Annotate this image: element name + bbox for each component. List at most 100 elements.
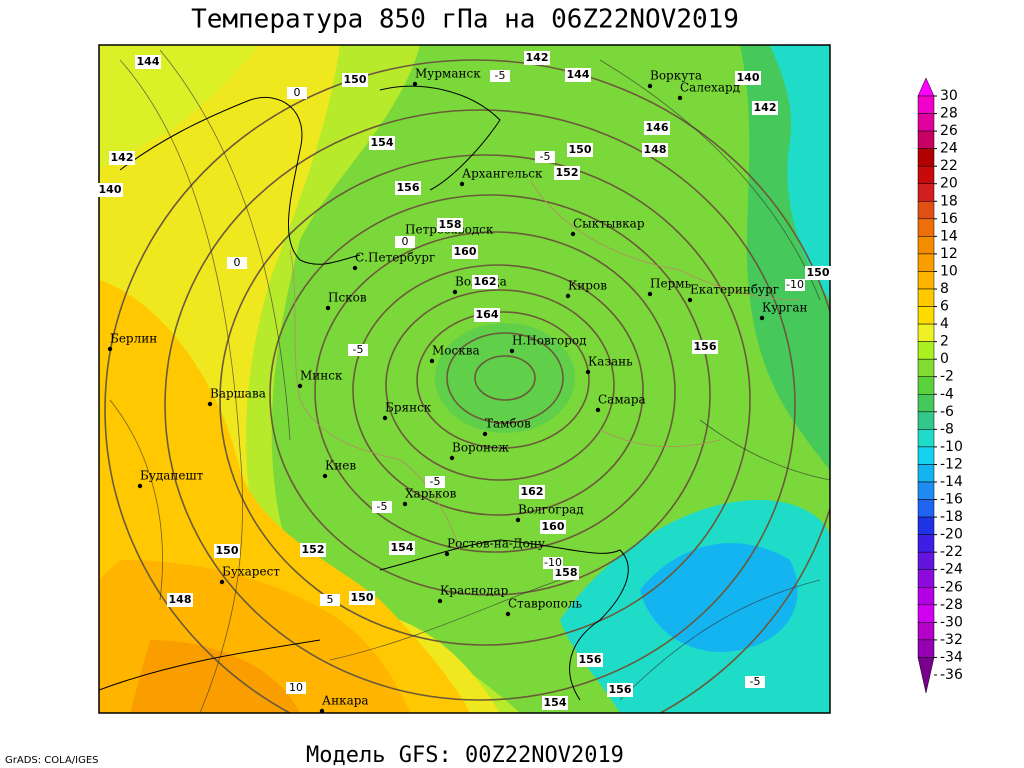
colorbar-swatch <box>917 534 935 553</box>
isotherm-label: -5 <box>353 343 364 356</box>
colorbar-swatch <box>917 288 935 307</box>
city-label: Н.Новгород <box>512 334 587 348</box>
city-dot <box>647 291 653 297</box>
contour-label-box <box>342 73 368 87</box>
colorbar-tick-label: 4 <box>940 316 949 332</box>
city-dot <box>687 297 693 303</box>
contour-label: 160 <box>454 245 477 258</box>
city-dot <box>319 708 325 714</box>
contour-label: 152 <box>556 166 579 179</box>
city-dot <box>565 293 571 299</box>
city-dot <box>570 231 576 237</box>
isotherm-label: 0 <box>294 86 301 99</box>
city-label: Будапешт <box>140 469 204 483</box>
contour-label-box <box>567 143 593 157</box>
city-label: Москва <box>432 344 480 358</box>
contour-label-box <box>553 566 579 580</box>
contour-label-box <box>135 55 161 69</box>
isotherm-label: 5 <box>327 593 334 606</box>
city-dot <box>437 598 443 604</box>
isotherm-label-box <box>543 557 563 569</box>
city-dot <box>452 289 458 295</box>
city-dot <box>297 383 303 389</box>
city-label: Варшава <box>210 387 266 401</box>
colorbar-swatch <box>917 113 935 132</box>
colorbar: 302826242220181614121086420-2-4-6-8-10-1… <box>917 77 963 694</box>
contour-label: 160 <box>542 520 565 533</box>
colorbar-tick-label: 30 <box>940 88 958 104</box>
city-dot <box>595 407 601 413</box>
footer: Модель GFS: 00Z22NOV2019 <box>306 743 624 768</box>
colorbar-tick-label: -36 <box>940 667 963 683</box>
contour-label: 150 <box>569 143 592 156</box>
city-dot <box>322 473 328 479</box>
contour-label: 144 <box>137 55 160 68</box>
contour-label-box <box>437 218 463 232</box>
contour-label: 156 <box>579 653 602 666</box>
contour-label: 164 <box>476 308 499 321</box>
isotherm-label: -5 <box>430 475 441 488</box>
colorbar-tick-label: 28 <box>940 106 958 122</box>
colorbar-swatch <box>917 411 935 430</box>
city-label: Краснодар <box>440 584 509 598</box>
colorbar-tick-label: 14 <box>940 228 958 244</box>
city-label: Берлин <box>110 332 157 346</box>
contour-label-box <box>97 183 123 197</box>
contour-label: 148 <box>644 143 667 156</box>
colorbar-tick-label: 26 <box>940 123 958 139</box>
contour-label-box <box>519 485 545 499</box>
contour-label-box <box>735 71 761 85</box>
contour-label: 150 <box>344 73 367 86</box>
colorbar-swatch <box>917 604 935 623</box>
colorbar-tick-label: -28 <box>940 597 963 613</box>
isotherm-label-box <box>395 236 415 248</box>
isotherm-label-box <box>287 87 307 99</box>
contour-label-box <box>300 543 326 557</box>
city-dot <box>515 517 521 523</box>
map-frame <box>98 44 831 714</box>
borders <box>289 179 801 551</box>
contour-label-box <box>607 683 633 697</box>
colorbar-swatch <box>917 499 935 518</box>
colorbar-swatch <box>917 358 935 377</box>
streamlines <box>109 49 830 713</box>
city-label: Курган <box>762 301 807 315</box>
city-label: Анкара <box>322 694 369 708</box>
contour-label-box <box>452 245 478 259</box>
colorbar-tick-label: 8 <box>940 281 949 297</box>
colorbar-tick-label: 24 <box>940 141 958 157</box>
colorbar-arrow <box>917 77 935 97</box>
contour-label-box <box>644 121 670 135</box>
map <box>99 45 830 713</box>
city-label: Архангельск <box>462 167 543 181</box>
city-dot <box>412 81 418 87</box>
contour-label-box <box>805 266 831 280</box>
city-dot <box>219 579 225 585</box>
city-dot <box>677 95 683 101</box>
isotherm-label-box <box>490 70 510 82</box>
city-dot <box>759 315 765 321</box>
contour-label-box <box>109 151 135 165</box>
contour-label: 140 <box>737 71 760 84</box>
city-label: Харьков <box>405 487 457 501</box>
contour-label-box <box>642 143 668 157</box>
contour-label-box <box>540 520 566 534</box>
city-label: Воркута <box>650 69 702 83</box>
colorbar-tick-label: -6 <box>940 404 954 420</box>
isotherm-label-box <box>425 476 445 488</box>
city-label: Тамбов <box>485 417 531 431</box>
contour-label: 154 <box>371 136 394 149</box>
city-label: Самара <box>598 393 646 407</box>
city-label: Минск <box>300 369 343 383</box>
city-label: Салехард <box>680 81 740 95</box>
city-dot <box>444 551 450 557</box>
contour-label: 140 <box>99 183 122 196</box>
colorbar-swatch <box>917 551 935 570</box>
isotherm-label-box <box>348 344 368 356</box>
city-label: Мурманск <box>415 67 481 81</box>
contour-label-box <box>214 544 240 558</box>
colorbar-tick-label: -14 <box>940 474 963 490</box>
contour-label: 150 <box>807 266 830 279</box>
colorbar-swatch <box>917 622 935 641</box>
isotherm-label-box <box>320 594 340 606</box>
